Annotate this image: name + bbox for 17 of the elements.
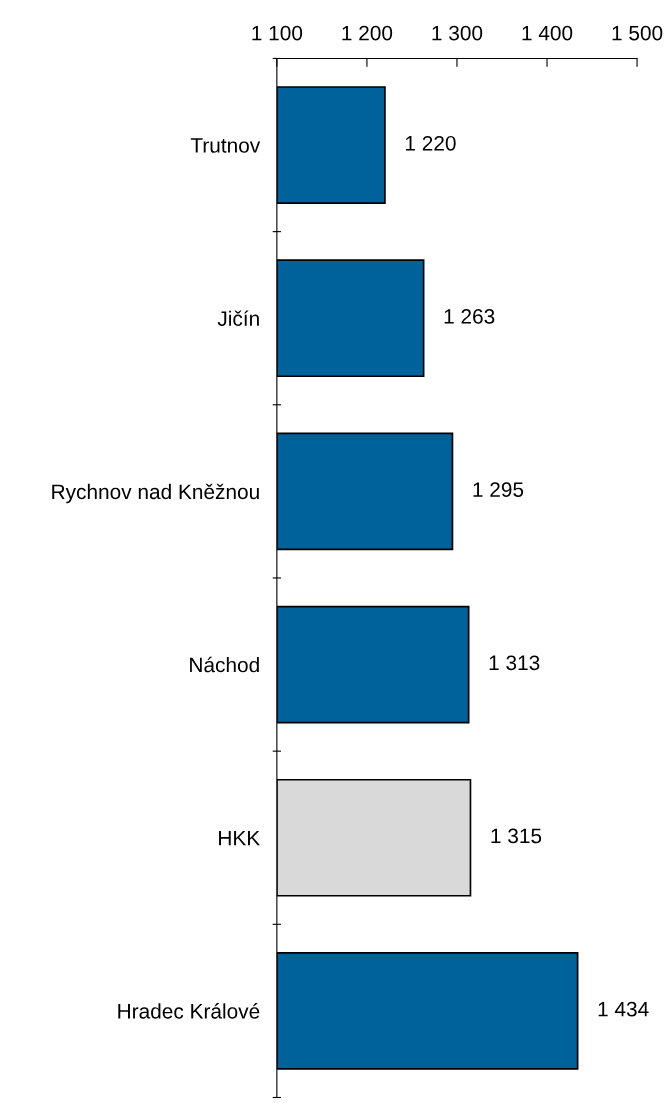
data-label: 1 315 [491, 828, 542, 844]
y-tick-label: HKK [219, 830, 260, 846]
x-tick-label: 1 200 [342, 25, 393, 41]
y-tick-label: Trutnov [190, 138, 261, 153]
data-label: 1 313 [489, 655, 540, 671]
data-label: 1 263 [444, 309, 495, 324]
x-tick-label: 1 400 [522, 25, 573, 41]
x-tick-label: 1 100 [252, 25, 303, 41]
y-tick-label: Hradec Králové [118, 1003, 260, 1019]
y-tick-label: Rychnov nad Kněžnou [52, 483, 259, 504]
data-label: 1 295 [473, 482, 524, 497]
data-label: 1 434 [598, 1001, 649, 1017]
data-label: 1 220 [405, 135, 456, 151]
x-tick-label: 1 300 [432, 25, 483, 41]
y-tick-label: Náchod [190, 656, 259, 673]
y-tick-label: Jičín [217, 310, 259, 326]
x-tick-label: 1 500 [612, 25, 663, 41]
